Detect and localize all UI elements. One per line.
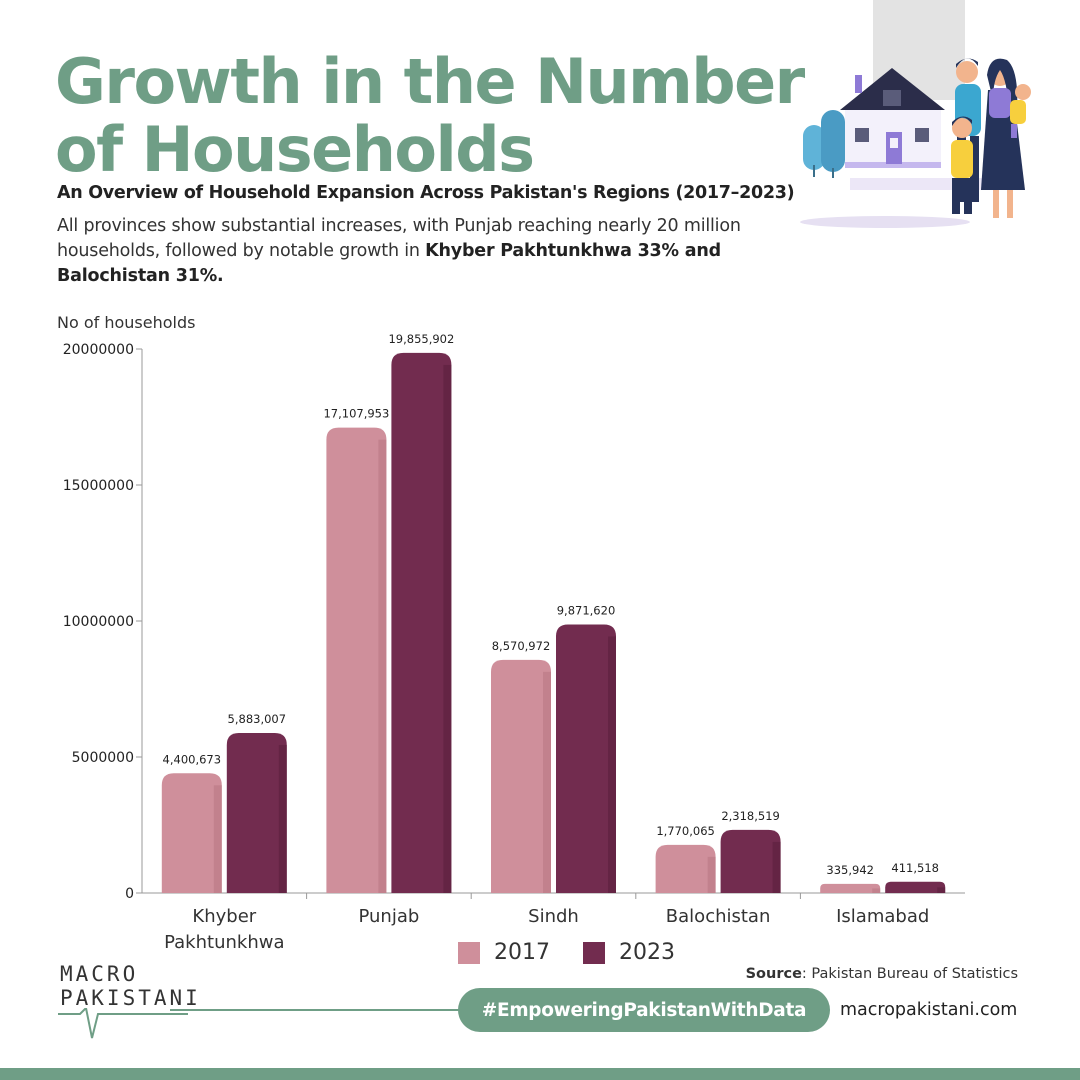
y-tick-label: 5000000 [72, 750, 134, 766]
description-highlight: Khyber Pakhtunkhwa 33% and Balochistan 3… [57, 241, 721, 286]
y-tick-label: 10000000 [63, 614, 134, 630]
description: All provinces show substantial increases… [57, 214, 817, 289]
bar-2023 [720, 829, 781, 893]
bar-shade [213, 785, 222, 893]
x-category-label: Punjab [358, 906, 419, 927]
data-label-2023: 9,871,620 [557, 603, 616, 617]
logo-line-1: MACRO [60, 962, 139, 986]
data-label-2023: 2,318,519 [721, 809, 780, 823]
bar-shade [937, 887, 946, 893]
y-tick-label: 15000000 [63, 478, 134, 494]
bar-2023 [391, 352, 452, 894]
logo-line-2: PAKISTANI [60, 986, 201, 1010]
legend-item-2023: 2023 [583, 940, 675, 965]
x-category-label: Sindh [528, 906, 579, 927]
y-tick-label: 0 [125, 886, 134, 902]
bottom-accent-bar [0, 1068, 1080, 1080]
data-label-2017: 8,570,972 [492, 639, 551, 653]
page-title: Growth in the Number of Households [55, 45, 805, 186]
bar-2017 [491, 659, 551, 893]
legend-swatch-2017 [458, 941, 480, 964]
bar-shade [608, 636, 616, 893]
bar-2023 [556, 624, 616, 893]
bar-shade [378, 439, 387, 893]
x-category-label: Pakhtunkhwa [164, 932, 284, 953]
hashtag-badge: #EmpoweringPakistanWithData [458, 988, 830, 1032]
data-label-2017: 17,107,953 [323, 407, 389, 421]
source-note: Source: Pakistan Bureau of Statistics [746, 966, 1018, 982]
legend-swatch-2023 [583, 941, 605, 964]
bar-2023 [885, 881, 946, 893]
bar-2017 [326, 427, 387, 893]
legend-label-2017: 2017 [494, 940, 550, 965]
bar-shade [543, 671, 551, 893]
bar-shade [443, 364, 452, 894]
bar-2017 [161, 773, 222, 893]
source-label: Source [745, 966, 802, 982]
footer-divider [170, 1009, 460, 1011]
x-category-label: Khyber [192, 906, 256, 927]
page-subtitle: An Overview of Household Expansion Acros… [57, 183, 795, 203]
data-label-2023: 5,883,007 [228, 712, 287, 726]
bar-shade [772, 841, 781, 893]
bar-shade [707, 856, 716, 893]
data-label-2017: 4,400,673 [163, 752, 222, 766]
pulse-line-icon [58, 1008, 188, 1039]
website-link[interactable]: macropakistani.com [840, 1000, 1018, 1020]
family-house-illustration [800, 58, 1031, 228]
bar-2017 [820, 883, 881, 893]
data-label-2023: 19,855,902 [388, 332, 454, 346]
description-text: All provinces show substantial increases… [57, 216, 741, 261]
y-tick-label: 20000000 [63, 342, 134, 358]
source-text: : Pakistan Bureau of Statistics [801, 966, 1018, 982]
bar-2017 [655, 844, 716, 893]
macro-pakistani-logo: MACRO PAKISTANI [58, 962, 198, 1042]
bar-shade [278, 744, 287, 893]
x-category-label: Islamabad [836, 906, 929, 927]
bar-2023 [226, 732, 287, 893]
legend-label-2023: 2023 [619, 940, 675, 965]
data-label-2017: 335,942 [826, 863, 874, 877]
bar-chart: 0 5000000 10000000 15000000 20000000 4,400,67… [63, 332, 965, 953]
data-label-2017: 1,770,065 [656, 824, 715, 838]
y-axis-label: No of households [57, 313, 196, 332]
bar-shade [872, 888, 881, 893]
legend-item-2017: 2017 [458, 940, 550, 965]
x-category-label: Balochistan [666, 906, 771, 927]
data-label-2023: 411,518 [891, 861, 939, 875]
